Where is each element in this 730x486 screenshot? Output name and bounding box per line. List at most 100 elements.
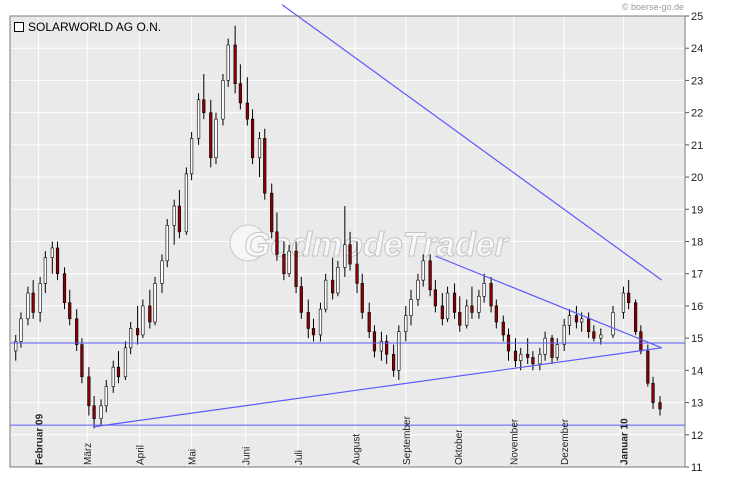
trend-line — [281, 4, 663, 281]
candle-body — [136, 328, 140, 336]
candle-body — [470, 305, 474, 313]
candle-body — [348, 244, 352, 265]
candle-body — [123, 347, 128, 378]
candle-body — [238, 83, 242, 104]
candle-body — [482, 283, 486, 297]
candle-body — [355, 263, 359, 284]
candle-body — [477, 295, 481, 313]
candle-body — [555, 344, 559, 358]
candle-body — [331, 279, 335, 294]
candle-body — [55, 247, 60, 275]
y-tick-label: 13 — [691, 398, 703, 410]
candle-body — [111, 366, 115, 387]
y-tick-label: 23 — [691, 75, 703, 87]
candle-body — [627, 292, 631, 304]
candle-body — [550, 337, 554, 358]
candle-body — [68, 302, 72, 320]
candle-body — [587, 318, 591, 333]
candle-body — [421, 260, 425, 281]
candle-body — [99, 405, 103, 419]
candle-body — [196, 99, 201, 139]
x-axis: Februar 09 März April Mai Juni Juli August Sept… — [34, 413, 630, 465]
candle-body — [80, 344, 84, 378]
candle-body — [221, 80, 225, 120]
candle-body — [336, 266, 340, 294]
candle-body — [75, 318, 79, 345]
x-tick-label: Juli — [294, 450, 305, 465]
x-tick-label: August — [351, 434, 362, 465]
x-tick-label: Mai — [188, 449, 199, 465]
candle-body — [543, 337, 547, 355]
source-credit: © boerse-go.de — [621, 2, 684, 12]
candle-body — [172, 205, 176, 226]
candle-body — [651, 382, 655, 403]
legend-swatch — [14, 22, 24, 32]
candle-body — [465, 305, 469, 326]
candle-body — [299, 286, 303, 313]
candle-body — [494, 305, 498, 323]
candle-body — [14, 341, 18, 352]
candle-body — [257, 138, 262, 159]
candle-body — [43, 257, 47, 284]
candle-body — [416, 279, 420, 300]
y-axis: 11 12 13 14 15 16 17 18 19 20 21 22 23 24 25 — [685, 11, 703, 474]
trend-lines — [94, 4, 663, 428]
candle-body — [202, 99, 206, 113]
candle-body — [104, 386, 108, 407]
candle-body — [270, 192, 274, 233]
candle-body — [324, 279, 328, 310]
candle-body — [513, 350, 518, 361]
candle-body — [129, 328, 133, 349]
candle-body — [538, 353, 542, 365]
candle-body — [580, 318, 584, 323]
candle-body — [87, 376, 91, 407]
candle-body — [19, 318, 23, 342]
candle-body — [567, 315, 572, 326]
candle-body — [165, 225, 169, 262]
y-tick-label: 22 — [691, 108, 703, 120]
y-tick-label: 14 — [691, 365, 703, 377]
candle-body — [404, 315, 408, 333]
candle-body — [379, 341, 384, 352]
trend-line — [94, 347, 662, 428]
candle-body — [531, 357, 535, 365]
x-tick-label: Februar 09 — [34, 413, 45, 465]
candle-body — [275, 231, 279, 255]
candle-body — [367, 312, 371, 333]
candle-body — [592, 331, 596, 339]
candle-body — [160, 260, 164, 284]
y-tick-label: 15 — [691, 333, 703, 345]
candle-body — [263, 138, 267, 194]
candle-body — [489, 283, 493, 307]
chart-legend: SOLARWORLD AG O.N. — [14, 20, 161, 34]
candle-body — [343, 244, 347, 268]
candle-body — [311, 328, 316, 336]
candle-body — [639, 331, 643, 352]
legend-series-name: SOLARWORLD AG O.N. — [28, 20, 162, 34]
candle-body — [148, 305, 152, 323]
candle-body — [433, 289, 437, 307]
x-tick-label: Juni — [242, 447, 253, 465]
candle-body — [440, 305, 444, 320]
candle-body — [190, 138, 194, 175]
candle-body — [458, 312, 462, 326]
candle-body — [184, 173, 188, 233]
candle-body — [574, 315, 579, 323]
candle-body — [62, 273, 67, 304]
x-tick-label: Oktober — [454, 429, 465, 465]
x-tick-label: November — [510, 418, 521, 465]
candle-body — [634, 302, 638, 333]
candle-body — [360, 283, 364, 313]
candle-body — [141, 305, 145, 336]
candle-body — [50, 247, 54, 258]
y-tick-label: 19 — [691, 204, 703, 216]
candle-body — [372, 331, 377, 352]
candle-body — [31, 292, 35, 313]
candle-body — [562, 324, 566, 345]
candle-body — [445, 292, 450, 320]
plot-frame — [9, 15, 686, 468]
candle-body — [409, 299, 413, 316]
x-tick-label: April — [135, 445, 146, 465]
candle-body — [294, 250, 298, 287]
